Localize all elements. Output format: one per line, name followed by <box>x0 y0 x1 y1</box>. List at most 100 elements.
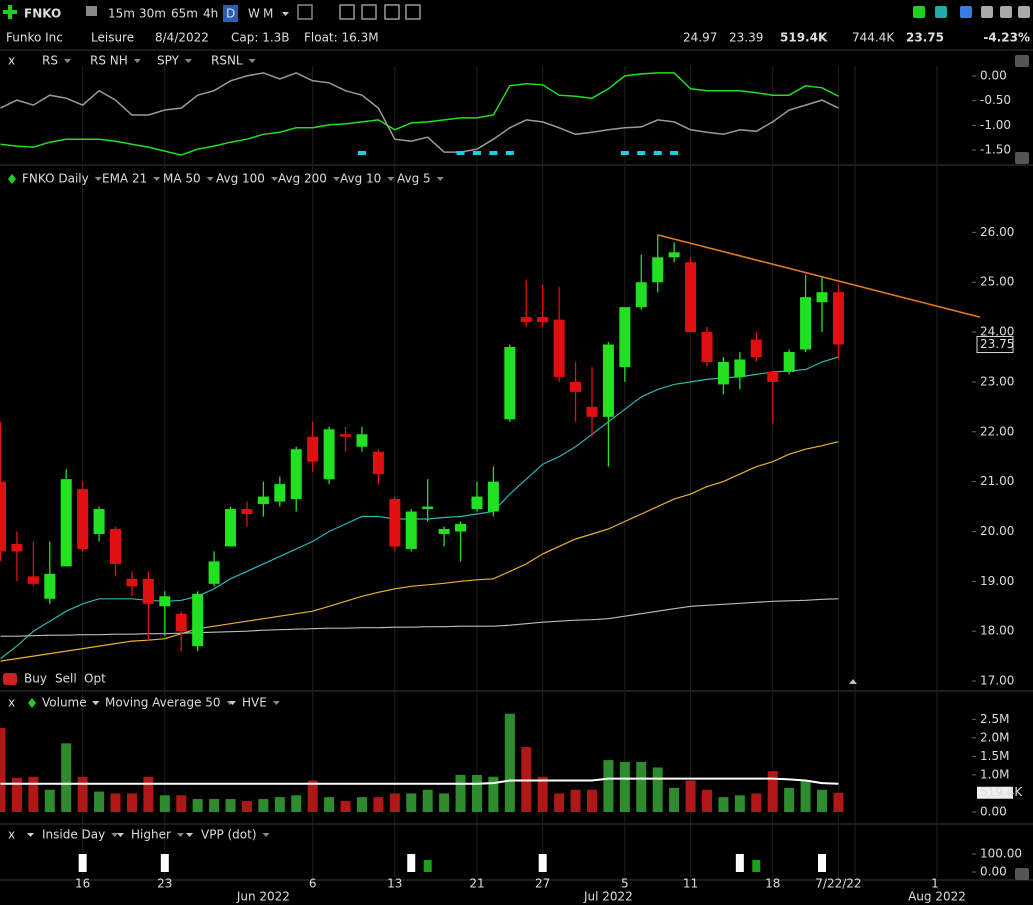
toolbar-icon[interactable] <box>361 4 377 20</box>
dropdown-arrow[interactable] <box>387 177 395 181</box>
legend-entry[interactable]: x <box>8 828 15 842</box>
dropdown-arrow[interactable] <box>270 177 278 181</box>
legend-entry[interactable]: VPP (dot) <box>201 828 257 842</box>
dropdown-arrow[interactable] <box>111 833 119 837</box>
timeframe-active-bg <box>223 5 238 22</box>
dropdown-arrow[interactable] <box>153 177 161 181</box>
dropdown-arrow[interactable] <box>186 833 193 837</box>
trade-icon[interactable] <box>3 673 17 685</box>
dropdown-arrow[interactable] <box>206 177 214 181</box>
x-tick-label: 18 <box>765 877 780 891</box>
dropdown-arrow[interactable] <box>332 177 340 181</box>
dropdown-arrow[interactable] <box>63 59 71 63</box>
dropdown-arrow[interactable] <box>229 701 236 705</box>
dropdown-arrow[interactable] <box>27 833 34 837</box>
candle-body <box>537 317 549 323</box>
legend-entry[interactable]: Buy <box>24 672 47 686</box>
timeframe-button[interactable]: M <box>263 7 273 21</box>
dropdown-arrow[interactable] <box>248 59 256 63</box>
dropdown-arrow[interactable] <box>117 833 124 837</box>
legend-entry[interactable]: FNKO Daily <box>22 172 89 186</box>
x-tick-label: Jul 2022 <box>583 890 633 904</box>
quote: 519.4K <box>780 31 828 45</box>
scroll-button[interactable] <box>1015 152 1029 164</box>
signal-marker <box>407 854 416 872</box>
volume-bar <box>291 795 302 812</box>
legend-entry[interactable]: Moving Average 50 <box>105 696 221 710</box>
legend-entry[interactable]: Opt <box>84 672 106 686</box>
legend-entry[interactable]: SPY <box>157 54 180 68</box>
x-tick-label: 16 <box>75 877 90 891</box>
toolbar-icon[interactable] <box>86 6 97 16</box>
toolbar-icon[interactable] <box>913 6 925 18</box>
volume-bar <box>800 780 811 812</box>
x-tick-label: 5 <box>621 877 629 891</box>
volume-bar <box>241 800 252 812</box>
toolbar-icon[interactable] <box>1000 6 1012 18</box>
y-tick-label: 2.5M <box>980 712 1009 726</box>
signal-marker <box>538 854 547 872</box>
volume-bar <box>11 777 22 812</box>
toolbar-icon[interactable] <box>405 4 421 20</box>
legend-entry[interactable]: Sell <box>55 672 77 686</box>
legend-entry[interactable]: EMA 21 <box>102 172 147 186</box>
legend-entry[interactable]: MA 50 <box>163 172 201 186</box>
legend-entry[interactable]: Avg 10 <box>340 172 381 186</box>
volume-bar <box>784 787 795 812</box>
dropdown-arrow[interactable] <box>282 12 289 16</box>
toolbar-icon[interactable] <box>339 4 355 20</box>
timeframe-button[interactable]: 30m <box>139 7 166 21</box>
dropdown-arrow[interactable] <box>133 59 141 63</box>
toolbar-icon[interactable] <box>1018 6 1030 18</box>
timeframe-button[interactable]: W <box>248 7 260 21</box>
legend-entry[interactable]: RSNL <box>211 54 243 68</box>
dropdown-arrow[interactable] <box>184 59 192 63</box>
legend-entry[interactable]: Avg 100 <box>216 172 265 186</box>
toolbar-icon[interactable] <box>935 6 947 18</box>
candle-body <box>175 613 187 632</box>
company-name: Funko Inc <box>6 31 63 45</box>
candle-body <box>816 292 828 303</box>
candle-body <box>159 596 171 607</box>
dropdown-arrow[interactable] <box>272 701 280 705</box>
legend-entry[interactable]: Avg 5 <box>397 172 431 186</box>
timeframe-button[interactable]: 15m <box>108 7 135 21</box>
moving-average <box>0 356 839 660</box>
timeframe-button[interactable]: 65m <box>171 7 198 21</box>
candle-body <box>520 317 532 323</box>
scroll-button[interactable] <box>1015 868 1029 880</box>
toolbar-icon[interactable] <box>297 4 313 20</box>
legend-entry[interactable]: x <box>8 54 15 68</box>
moving-average <box>0 441 839 662</box>
legend-entry[interactable]: RS NH <box>90 54 128 68</box>
legend-entry[interactable]: RS <box>42 54 58 68</box>
candle-body <box>192 593 204 647</box>
rs-flag <box>670 151 679 155</box>
legend-entry[interactable]: Higher <box>131 828 171 842</box>
dropdown-arrow[interactable] <box>94 177 102 181</box>
candle-body <box>126 578 138 587</box>
legend-entry[interactable]: Inside Day <box>42 828 105 842</box>
rs-flag <box>637 151 646 155</box>
x-tick-label: 7/22/22 <box>815 877 861 891</box>
y-tick-label: 100.00 <box>980 847 1022 861</box>
x-tick-label: 6 <box>309 877 317 891</box>
dropdown-arrow[interactable] <box>92 701 99 705</box>
timeframe-button[interactable]: 4h <box>203 7 218 21</box>
legend-entry[interactable]: Volume <box>42 696 87 710</box>
legend-entry[interactable]: x <box>8 696 15 710</box>
legend-entry[interactable]: HVE <box>242 696 267 710</box>
scroll-button[interactable] <box>1015 55 1029 67</box>
toolbar-icon[interactable] <box>384 4 400 20</box>
legend-entry[interactable]: Avg 200 <box>278 172 327 186</box>
toolbar-icon[interactable] <box>981 6 993 18</box>
volume-bar <box>701 789 712 812</box>
candle-body <box>701 332 713 362</box>
toolbar-icon[interactable] <box>960 6 972 18</box>
dropdown-arrow[interactable] <box>176 833 184 837</box>
last-price-box <box>976 336 1014 354</box>
timeframe-button[interactable]: D <box>226 7 235 21</box>
dropdown-arrow[interactable] <box>262 833 270 837</box>
date: 8/4/2022 <box>155 31 209 45</box>
dropdown-arrow[interactable] <box>436 177 444 181</box>
